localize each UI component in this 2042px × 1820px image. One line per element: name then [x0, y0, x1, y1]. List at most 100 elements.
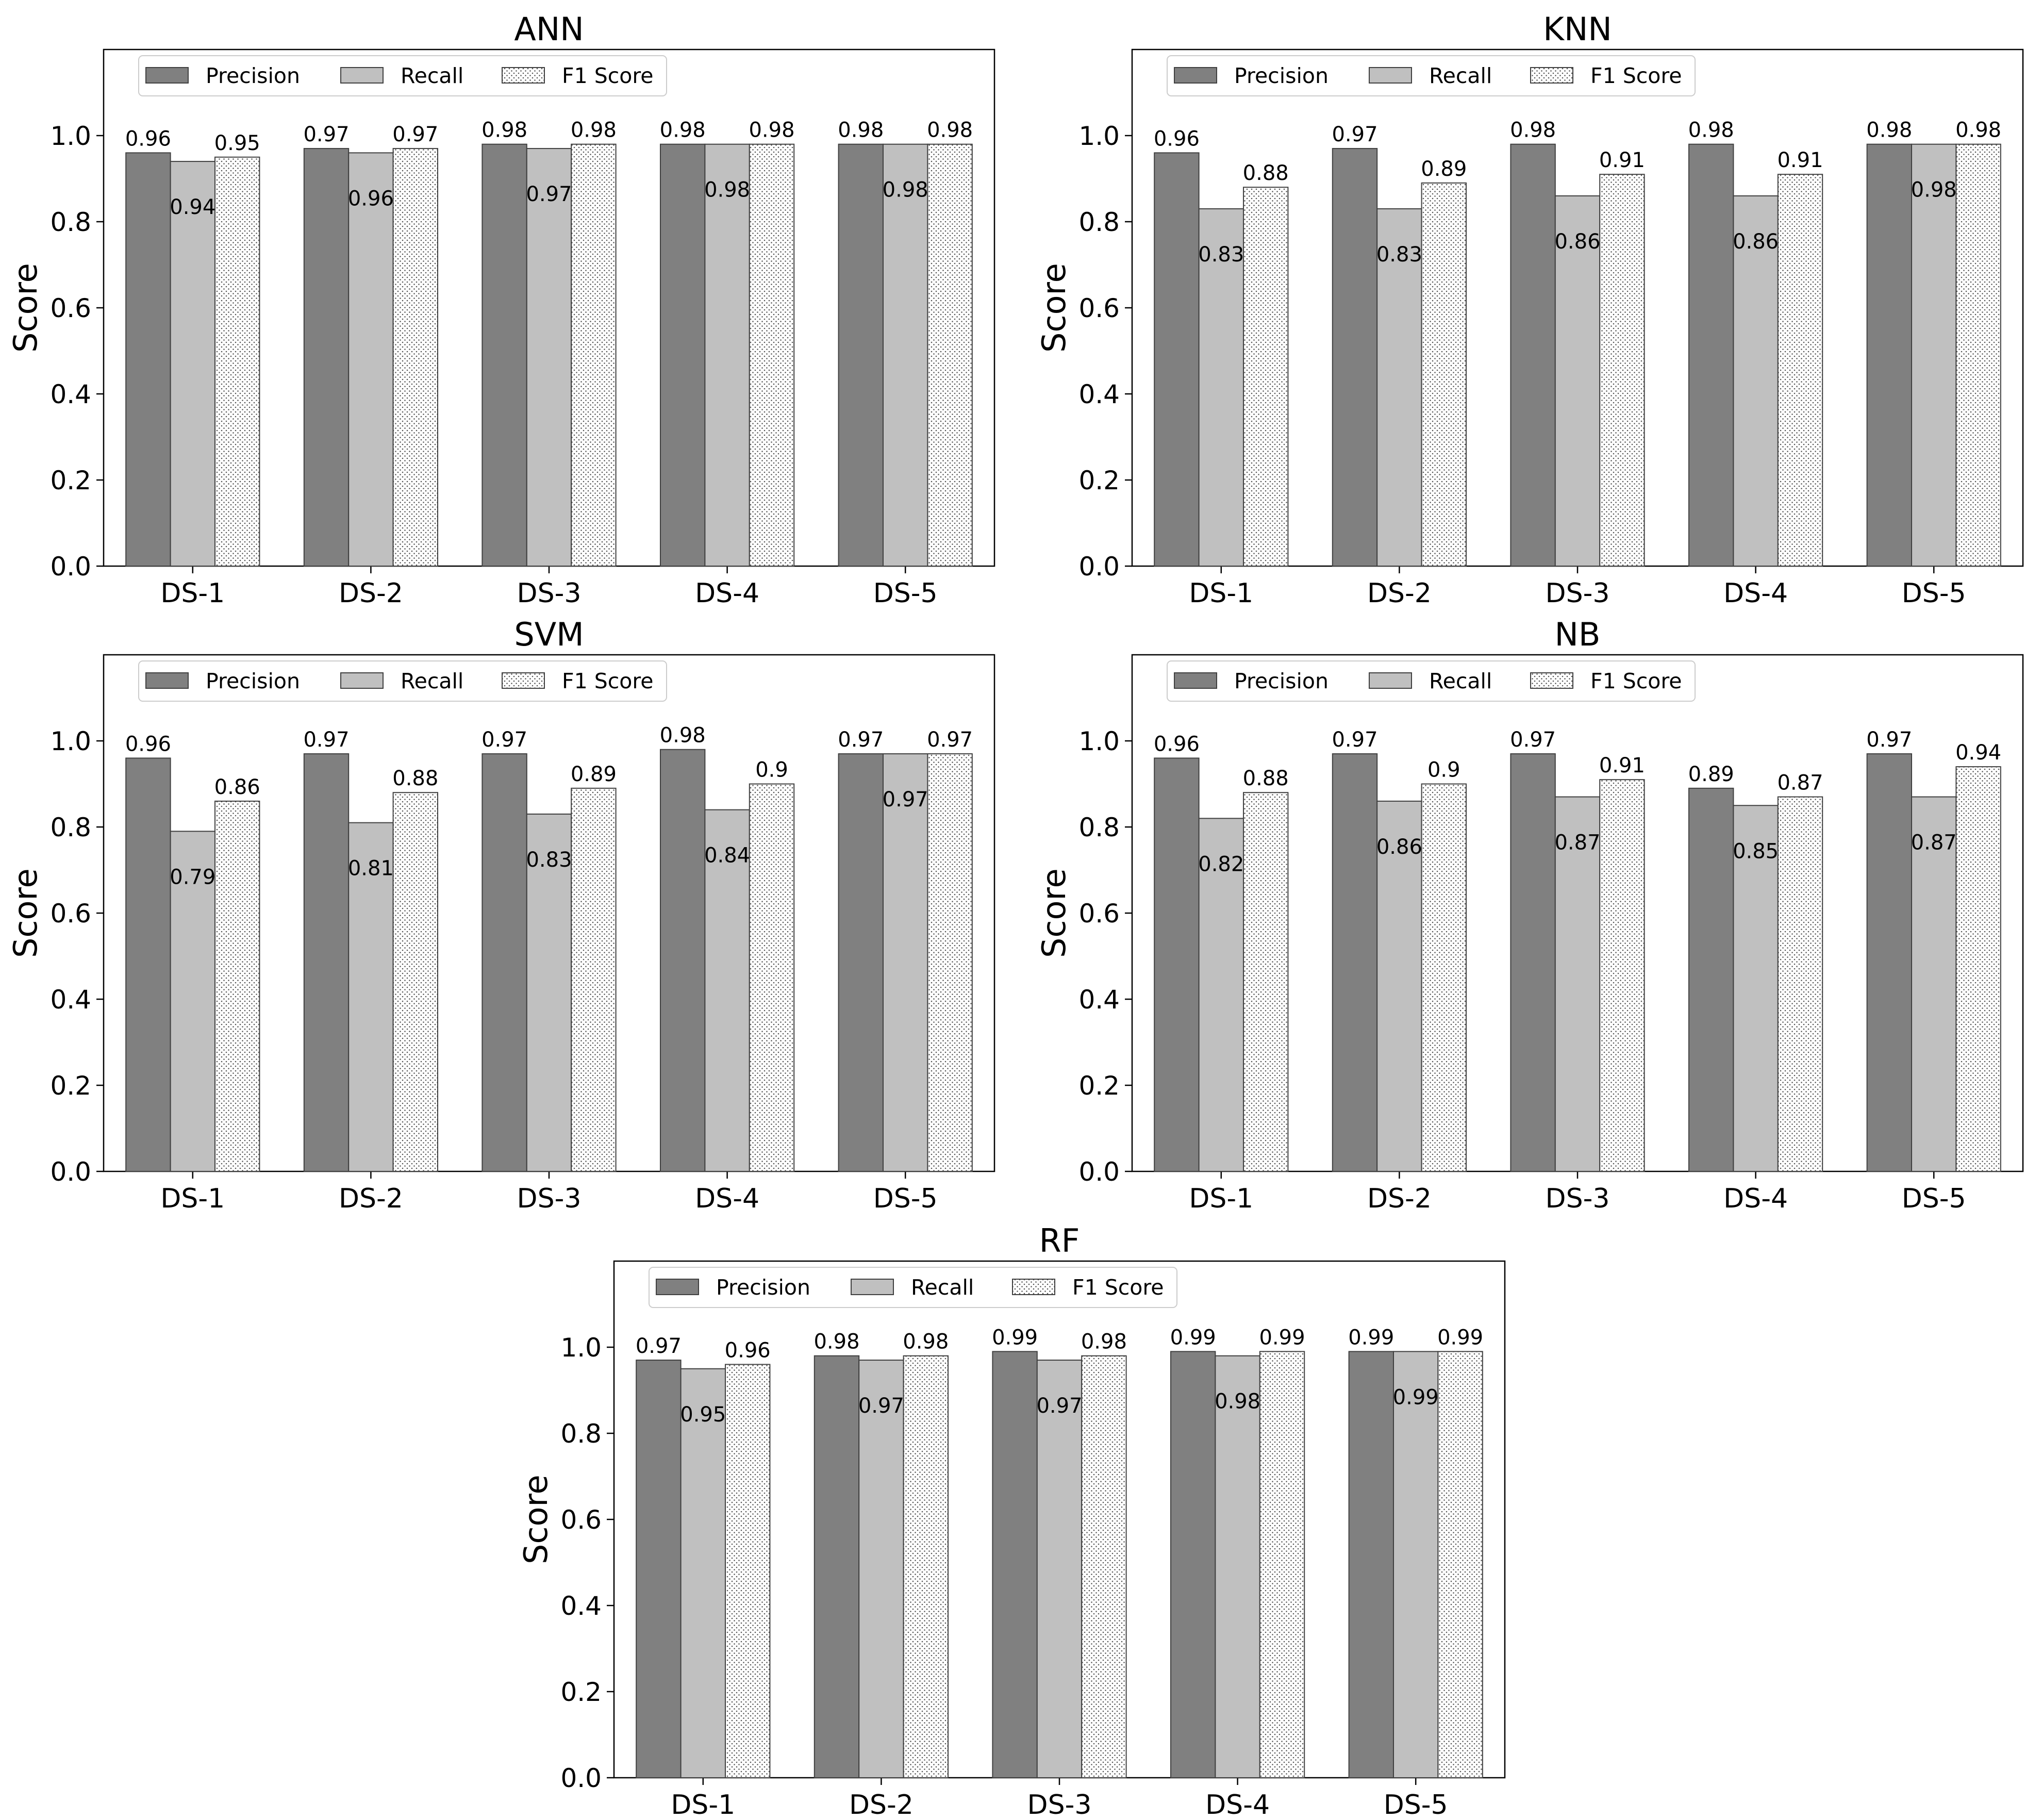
- data-label-precision: 0.97: [1332, 123, 1377, 146]
- data-label-recall: 0.97: [526, 183, 572, 206]
- y-tick-label: 0.2: [1078, 466, 1120, 495]
- bar-f1: [749, 143, 795, 567]
- y-tick-label: 0.0: [1078, 552, 1120, 582]
- y-tick-label: 0.0: [560, 1763, 602, 1793]
- data-label-f1: 0.9: [755, 758, 788, 782]
- bar-f1: [571, 143, 617, 567]
- legend-swatch-recall: [1369, 672, 1412, 689]
- data-label-f1: 0.97: [392, 123, 438, 146]
- data-label-recall: 0.83: [526, 848, 572, 872]
- chart-svm: SVM Score 0.0 0.2 0.4 0.6 0.8 1.0 DS-1 0.96 0.79 0.…: [7, 616, 995, 1214]
- y-tick-label: 0.8: [1078, 813, 1120, 842]
- y-tick-label: 0.6: [50, 293, 91, 323]
- x-tick-label: DS-1: [160, 578, 225, 609]
- bar-precision: [660, 143, 706, 567]
- bar-recall: [883, 753, 928, 1172]
- legend: Precision Recall F1 Score: [1167, 55, 1696, 96]
- data-label-precision: 0.97: [1510, 728, 1556, 752]
- y-tick-label: 1.0: [1078, 726, 1120, 756]
- x-tick-label: DS-4: [1723, 1183, 1788, 1214]
- y-axis-label: Score: [1035, 868, 1073, 958]
- y-tick-label: 0.4: [560, 1591, 602, 1621]
- y-tick-label: 0.2: [50, 1071, 91, 1101]
- bar-recall: [170, 831, 216, 1172]
- y-tick-label: 0.4: [50, 985, 91, 1015]
- chart-nb: NB Score 0.0 0.2 0.4 0.6 0.8 1.0 DS-1 0.96 0.82 0.8…: [1035, 616, 2024, 1214]
- legend-frame: [1167, 55, 1696, 96]
- legend-swatch-precision: [656, 1279, 699, 1295]
- data-label-f1: 0.91: [1599, 148, 1645, 172]
- y-tick-label: 0.2: [560, 1677, 602, 1707]
- y-tick-label: 0.8: [50, 207, 91, 237]
- bar-f1: [1599, 779, 1645, 1172]
- bar-precision: [482, 753, 527, 1172]
- legend-label-recall: Recall: [401, 63, 463, 88]
- legend-label-f1: F1 Score: [1072, 1275, 1164, 1300]
- bar-recall: [1733, 805, 1779, 1172]
- data-label-precision: 0.97: [636, 1334, 682, 1358]
- data-label-f1: 0.88: [1243, 161, 1289, 185]
- bar-f1: [1955, 143, 2001, 567]
- x-tick-label: DS-3: [517, 1183, 582, 1214]
- legend-swatch-f1: [502, 67, 545, 84]
- data-label-f1: 0.86: [214, 775, 260, 799]
- x-tick-label: DS-2: [1367, 578, 1432, 609]
- legend: Precision Recall F1 Score: [649, 1267, 1177, 1308]
- data-label-precision: 0.98: [838, 119, 884, 142]
- data-label-precision: 0.96: [1154, 732, 1200, 756]
- y-axis-label: Score: [7, 263, 44, 353]
- data-label-recall: 0.98: [883, 178, 928, 202]
- bar-precision: [636, 1360, 682, 1779]
- data-label-recall: 0.96: [348, 187, 394, 210]
- bar-f1: [1259, 1351, 1305, 1779]
- bar-f1: [927, 753, 973, 1172]
- y-tick-label: 0.4: [1078, 985, 1120, 1015]
- bar-f1: [749, 783, 795, 1172]
- data-label-f1: 0.97: [927, 728, 973, 752]
- bar-recall: [680, 1368, 726, 1778]
- data-label-f1: 0.91: [1599, 754, 1645, 777]
- data-label-f1: 0.91: [1777, 148, 1823, 172]
- legend-label-f1: F1 Score: [562, 63, 654, 88]
- bar-f1: [1243, 792, 1289, 1172]
- bar-precision: [838, 753, 884, 1172]
- data-label-precision: 0.96: [125, 127, 171, 151]
- y-tick-label: 0.0: [50, 552, 91, 582]
- bar-f1: [392, 792, 438, 1172]
- data-label-recall: 0.94: [170, 195, 215, 219]
- chart-knn: KNN Score 0.0 0.2 0.4 0.6 0.8 1.0 DS-1 0.96 0.83 0.…: [1035, 10, 2024, 609]
- x-tick-label: DS-2: [849, 1790, 914, 1820]
- data-label-precision: 0.99: [992, 1326, 1038, 1349]
- data-label-precision: 0.98: [814, 1330, 859, 1354]
- chart-title: NB: [1555, 616, 1601, 653]
- y-axis-label: Score: [517, 1475, 555, 1564]
- bar-f1: [1955, 766, 2001, 1172]
- y-tick-label: 0.8: [50, 813, 91, 842]
- data-label-recall: 0.87: [1554, 831, 1600, 855]
- bar-precision: [1332, 148, 1378, 567]
- data-label-precision: 0.98: [1866, 119, 1912, 142]
- x-tick-label: DS-3: [1546, 578, 1610, 609]
- bar-precision: [1348, 1351, 1394, 1779]
- bar-precision: [1170, 1351, 1216, 1779]
- y-tick-label: 0.0: [50, 1157, 91, 1187]
- bar-f1: [1421, 783, 1467, 1172]
- y-tick-label: 0.4: [1078, 379, 1120, 409]
- chart-ann: ANN Score 0.0 0.2 0.4 0.6 0.8 1.0 DS-1 0.96 0.94 0.…: [7, 10, 995, 609]
- data-label-f1: 0.98: [927, 119, 973, 142]
- bar-f1: [725, 1364, 771, 1778]
- bar-recall: [526, 148, 572, 567]
- legend-label-recall: Recall: [911, 1275, 974, 1300]
- legend-swatch-recall: [340, 67, 384, 84]
- bar-recall: [348, 822, 394, 1172]
- data-label-recall: 0.87: [1911, 831, 1957, 855]
- data-label-f1: 0.98: [1081, 1330, 1127, 1354]
- legend-swatch-f1: [1530, 67, 1573, 84]
- y-tick-label: 0.2: [1078, 1071, 1120, 1101]
- legend-swatch-precision: [1174, 672, 1217, 689]
- data-label-f1: 0.95: [214, 131, 260, 155]
- x-tick-label: DS-1: [671, 1790, 735, 1820]
- data-label-recall: 0.97: [1036, 1394, 1082, 1418]
- data-label-precision: 0.97: [1866, 728, 1912, 752]
